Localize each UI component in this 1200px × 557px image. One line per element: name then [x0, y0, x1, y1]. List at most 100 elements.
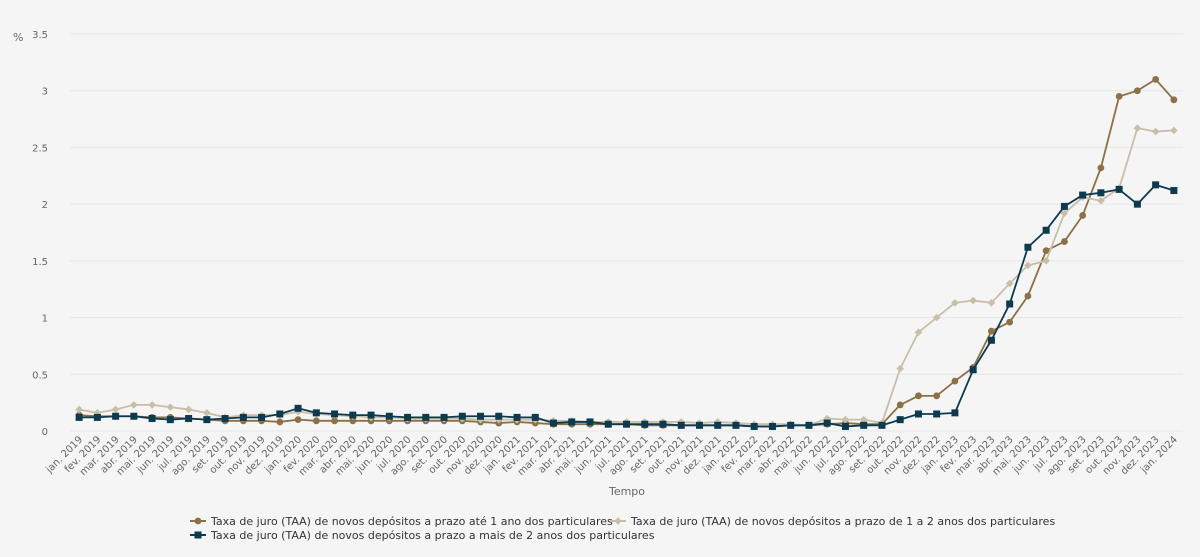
legend-label: Taxa de juro (TAA) de novos depósitos a …	[210, 515, 613, 528]
series-2-point	[932, 313, 941, 322]
series-1-point	[1133, 87, 1141, 95]
legend-label: Taxa de juro (TAA) de novos depósitos a …	[630, 515, 1055, 528]
series-3-point	[458, 412, 466, 420]
series-3-point	[203, 416, 211, 424]
series-3-point	[1006, 300, 1014, 308]
series-3-point	[860, 421, 868, 429]
series-1-point	[915, 392, 922, 400]
series-3-point	[1170, 187, 1178, 195]
series-3-point	[568, 418, 576, 426]
series-3-point	[1060, 202, 1068, 210]
x-axis-title: Tempo	[608, 485, 645, 498]
series-1-point	[1170, 96, 1178, 104]
series-1	[75, 75, 1178, 430]
series-3-point	[221, 415, 229, 423]
series-2-point	[896, 364, 904, 373]
series-3-point	[969, 366, 977, 374]
series-2-point	[969, 296, 977, 305]
series-3	[75, 181, 1178, 430]
series-3-point	[495, 412, 503, 420]
legend: Taxa de juro (TAA) de novos depósitos a …	[190, 515, 1055, 542]
y-tick-label: 1	[42, 314, 48, 325]
series-2-point	[148, 401, 156, 409]
series-2-point	[203, 409, 211, 417]
series-2-point	[1024, 261, 1032, 270]
y-tick-label: 0	[42, 427, 48, 438]
series-3-point	[659, 420, 667, 428]
legend-swatch-marker	[614, 517, 622, 525]
series-2-point	[1170, 126, 1178, 135]
legend-item-3[interactable]: Taxa de juro (TAA) de novos depósitos a …	[190, 529, 655, 542]
legend-swatch-marker	[194, 517, 202, 525]
series-3-point	[841, 422, 849, 430]
series-3-point	[166, 416, 174, 424]
series-3-point	[641, 420, 649, 428]
series-2-point	[859, 415, 868, 424]
series-3-point	[896, 416, 904, 424]
y-tick-label: 0.5	[32, 370, 48, 381]
series-1-point	[1006, 318, 1014, 326]
series-2-point	[987, 299, 996, 307]
series-3-point	[367, 411, 375, 419]
series-1-point	[933, 392, 941, 400]
series-2-point	[951, 299, 959, 307]
series-2-point	[1151, 127, 1160, 136]
series-1-point	[951, 377, 959, 385]
series-3-point	[331, 410, 339, 418]
series-2	[75, 124, 1178, 430]
legend-item-2[interactable]: Taxa de juro (TAA) de novos depósitos a …	[610, 515, 1055, 528]
series-3-point	[914, 410, 922, 418]
series-2-point	[914, 328, 923, 337]
series-2-point	[75, 405, 83, 414]
y-tick-label: 2	[42, 200, 48, 211]
series-3-point	[805, 421, 813, 429]
legend-swatch-marker	[194, 531, 202, 539]
y-tick-label: 1.5	[32, 257, 48, 268]
series-3-point	[349, 411, 357, 419]
series-group	[75, 75, 1178, 430]
series-3-point	[1024, 243, 1032, 251]
series-3-point	[623, 420, 630, 428]
y-tick-label: 2.5	[32, 143, 48, 154]
series-3-point	[258, 413, 266, 421]
series-1-point	[294, 416, 302, 424]
series-1-point	[1061, 238, 1068, 245]
series-3-point	[185, 415, 193, 423]
series-3-point	[404, 413, 412, 421]
series-3-point	[477, 412, 485, 420]
legend-item-1[interactable]: Taxa de juro (TAA) de novos depósitos a …	[190, 515, 613, 528]
series-3-point	[768, 422, 776, 430]
series-3-point	[1115, 185, 1123, 193]
series-2-point	[130, 401, 138, 409]
series-3-point	[878, 421, 886, 429]
series-3-point	[987, 336, 995, 344]
series-3-point	[276, 410, 284, 418]
series-3-point	[440, 413, 448, 421]
series-1-point	[896, 401, 904, 409]
series-3-point	[312, 409, 320, 417]
series-3-point	[714, 421, 722, 429]
series-3-point	[750, 422, 758, 430]
series-1-point	[1024, 292, 1032, 300]
series-2-point	[166, 403, 175, 411]
grid-lines	[70, 33, 1183, 432]
series-3-point	[933, 410, 941, 418]
series-2-point	[1060, 209, 1069, 218]
series-3-point	[1097, 189, 1105, 197]
series-3-point	[695, 421, 703, 429]
series-3-point	[531, 413, 539, 421]
series-3-point	[513, 413, 521, 421]
series-2-point	[111, 405, 120, 414]
series-3-point	[1152, 181, 1160, 189]
series-3-point	[294, 404, 302, 412]
series-1-point	[349, 417, 357, 425]
series-3-point	[550, 419, 558, 427]
series-1-point	[1042, 247, 1050, 255]
series-3-point	[823, 419, 831, 427]
y-axis-ticks: 0 0.5 1 1.5 2 2.5 3 3.5	[32, 30, 48, 438]
series-3-point	[1042, 226, 1050, 234]
series-1-point	[1097, 164, 1105, 172]
y-tick-label: 3.5	[32, 30, 48, 41]
